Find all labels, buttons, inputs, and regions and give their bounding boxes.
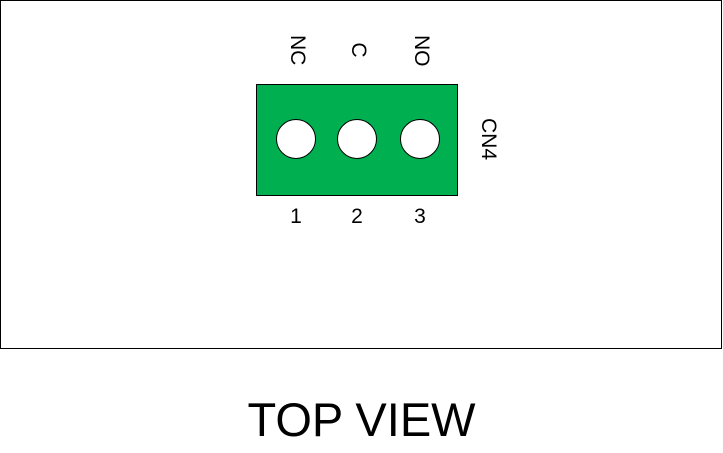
pin-1-signal-label: NC bbox=[286, 35, 309, 66]
pin-number-3: 3 bbox=[414, 205, 426, 228]
pin-number-1: 1 bbox=[290, 205, 302, 228]
pin-hole-2 bbox=[337, 119, 377, 159]
view-title: TOP VIEW bbox=[247, 393, 476, 446]
connector-reference-label: CN4 bbox=[477, 117, 500, 160]
pin-2-signal-label: C bbox=[347, 42, 370, 58]
pin-3-signal-label: NO bbox=[410, 35, 433, 67]
pin-hole-1 bbox=[276, 119, 316, 159]
pin-number-2: 2 bbox=[351, 205, 363, 228]
pin-hole-3 bbox=[400, 119, 440, 159]
